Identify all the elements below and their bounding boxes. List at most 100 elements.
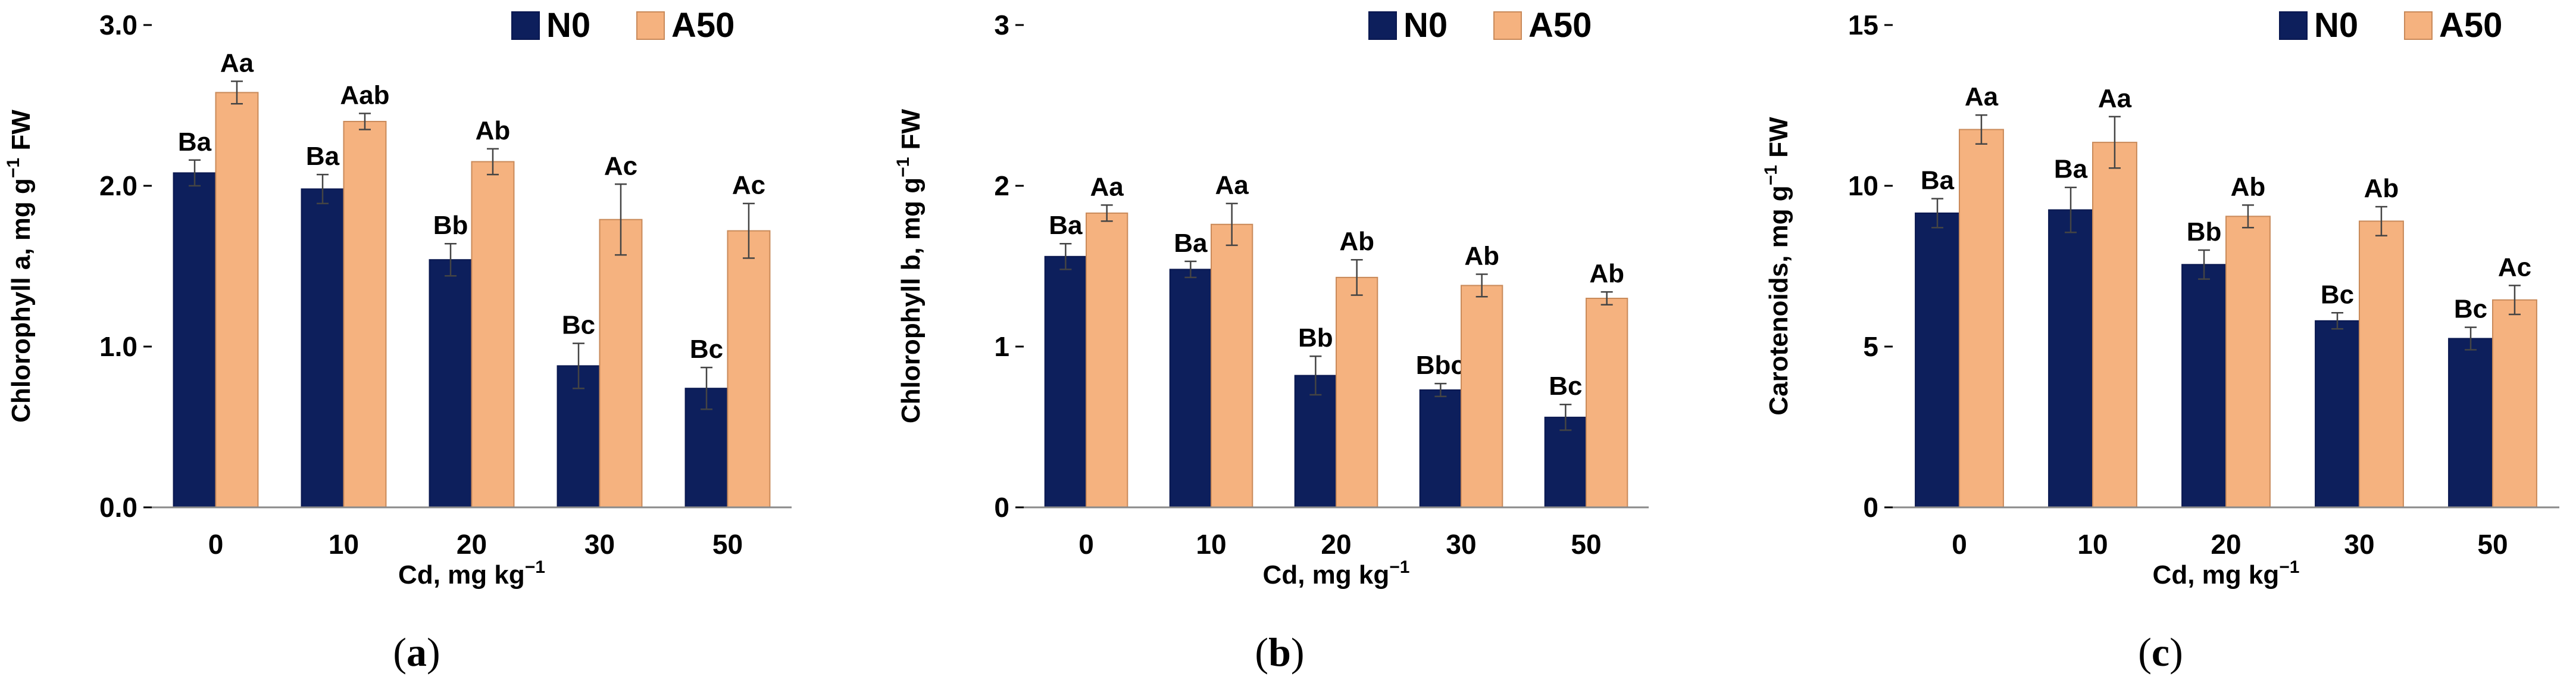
legend-label-n0: N0 [1403,6,1448,45]
chart-panel-c: 0 5 10 15 Ba Ba Bb Bc Bc Aa Aa Ab Ab Ac 0 10 20 30 50 Cd, m… [1761,6,2559,675]
bar-a50 [2225,216,2271,508]
y-tick-label: 5 [1863,331,1878,362]
bar-n0 [173,172,217,508]
y-axis-title-tail: FW [1764,117,1793,165]
y-tick-label: 2 [994,170,1009,201]
x-tick-label: 0 [1952,529,1967,560]
bar-n0 [2448,338,2494,508]
x-tick-label: 20 [457,529,487,560]
x-axis-title-main: Cd, mg kg [1263,560,1390,590]
bar-a50 [1586,298,1628,508]
x-tick-label: 0 [1078,529,1094,560]
bar-n0 [429,259,473,508]
bar-letter-label: Aab [340,81,389,110]
x-tick-label: 20 [2211,529,2241,560]
bar-letter-label: Bc [690,335,723,364]
bar-letter-label: Ac [604,151,637,180]
bar-n0 [1044,255,1087,508]
bar-a50 [2092,142,2137,509]
y-tick-label: 0 [994,492,1009,523]
y-tick-label: 0.0 [99,492,137,523]
y-axis-title: Chlorophyll a, mg g−1 FW [4,110,36,423]
panel-label-open: ( [1255,629,1268,675]
y-tick-label: 3 [994,10,1009,40]
bar-letter-label: Aa [1090,172,1124,201]
legend-swatch-n0 [2279,11,2308,40]
x-axis-title-main: Cd, mg kg [2153,560,2280,590]
legend-label-n0: N0 [2314,6,2358,45]
legend-swatch-n0 [1368,11,1397,40]
bar-a50 [343,121,387,508]
legend-label-n0: N0 [546,6,590,45]
panel-label-open: ( [2138,629,2152,675]
panel-label-letter: c [2152,629,2169,675]
bar-a50 [471,161,515,508]
bar-a50 [727,230,771,508]
x-axis-title-sup: −1 [2279,557,2299,577]
bar-a50 [599,219,643,508]
panel-label-letter: a [407,629,427,675]
bar-letter-label: Bc [2321,280,2354,309]
x-tick-label: 10 [1196,529,1226,560]
bar-letter-label: Ab [1589,259,1624,288]
y-tick-label: 1.0 [99,331,137,362]
panel-label: (a) [393,629,440,675]
bar-letter-label: Ab [476,116,511,145]
y-tick-label: 0 [1863,492,1878,523]
x-tick-label: 50 [2477,529,2508,560]
legend-label-a50: A50 [671,6,734,45]
y-tick-label: 2.0 [99,170,137,201]
y-axis-title-sup: −1 [1761,165,1781,185]
x-tick-label: 0 [208,529,224,560]
legend-swatch-n0 [511,11,540,40]
legend-swatch-a50 [636,11,665,40]
bar-a50 [215,92,259,508]
panel-label-open: ( [393,629,407,675]
bar-letter-label: Ba [1049,211,1083,240]
bar-n0 [1915,212,1961,508]
x-tick-label: 20 [1321,529,1351,560]
bar-letter-label: Bc [2454,295,2487,324]
bar-letter-label: Ba [2054,155,2088,184]
y-tick-label: 15 [1848,10,1878,40]
x-tick-label: 50 [1571,529,1601,560]
bar-n0 [2315,320,2361,508]
chart-panel-a: 0.0 1.0 2.0 3.0 Ba Ba Bb Bc Bc Aa Aab Ab Ac Ac 0 10 20 30… [4,6,792,675]
bar-letter-label: Ab [2364,174,2399,203]
bar-n0 [1169,269,1212,508]
panel-label-letter: b [1268,629,1291,675]
bar-letter-label: Ab [1339,227,1374,256]
x-axis-title: Cd, mg kg−1 [1263,557,1410,590]
x-axis-title-sup: −1 [1389,557,1409,577]
x-tick-label: 50 [712,529,743,560]
bar-n0 [301,188,345,508]
x-axis-title-main: Cd, mg kg [398,560,525,590]
legend-label-a50: A50 [2439,6,2502,45]
bar-letter-label: Bb [1298,323,1333,353]
panel-label: (c) [2138,629,2183,675]
y-axis-title-sup: −1 [893,157,913,177]
bar-letter-label: Ba [306,142,340,171]
x-tick-label: 30 [584,529,615,560]
legend-swatch-a50 [2404,11,2433,40]
y-axis-title-main: Carotenoids, mg g [1764,185,1793,415]
y-axis-title-tail: FW [896,109,926,157]
bar-n0 [1419,389,1462,509]
bar-a50 [1959,129,2004,508]
bar-n0 [2181,264,2227,508]
y-tick-label: 1 [994,331,1009,362]
x-axis-title-sup: −1 [525,557,545,577]
x-axis-title: Cd, mg kg−1 [2153,557,2300,590]
y-axis-title-tail: FW [7,110,36,158]
y-axis-title: Chlorophyll b, mg g−1 FW [893,109,926,423]
bar-letter-label: Aa [2098,84,2132,113]
panel-label-close: ) [2169,629,2183,675]
bar-letter-label: Aa [220,49,254,78]
bar-a50 [1336,276,1378,508]
legend-label-a50: A50 [1528,6,1592,45]
x-tick-label: 30 [2344,529,2374,560]
panel-label: (b) [1255,629,1304,675]
bar-letter-label: Bb [433,211,468,240]
chart-panel-b: 0 1 2 3 Ba Ba Bb Bbc Bc Aa Aa Ab Ab Ab 0 10 20 30 50 Cd, mg… [893,6,1649,675]
